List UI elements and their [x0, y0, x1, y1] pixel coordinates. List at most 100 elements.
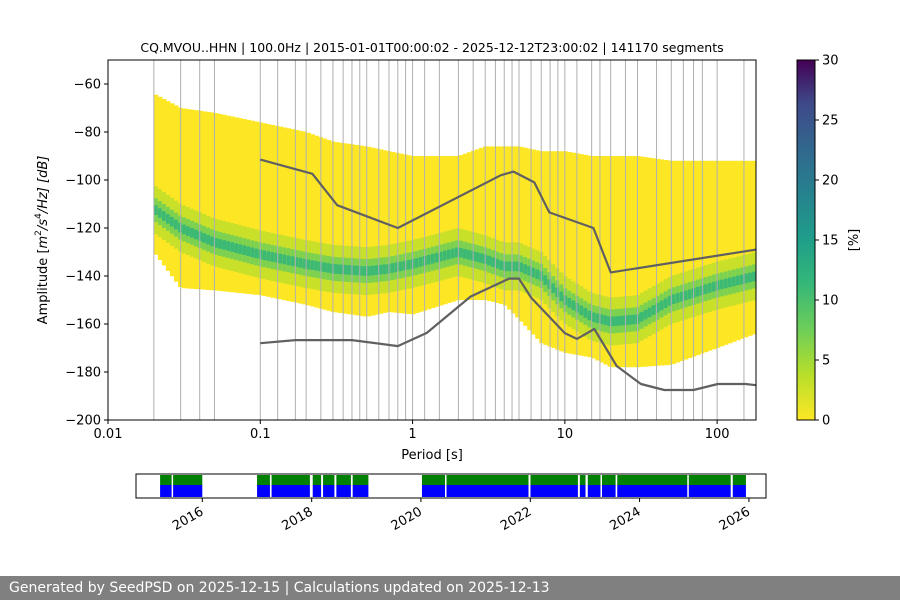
- density-band-mode: [527, 265, 532, 276]
- density-band-mode: [342, 264, 348, 275]
- density-column: [659, 159, 665, 366]
- density-column: [218, 113, 223, 291]
- colorbar-tick-label: 10: [822, 294, 839, 309]
- density-band-mode: [607, 316, 613, 327]
- density-column: [519, 146, 524, 322]
- timeline-tick-label: 2016: [170, 504, 206, 534]
- density-band-mode: [334, 264, 340, 274]
- density-column: [474, 149, 480, 300]
- density-column: [627, 156, 633, 368]
- density-column: [206, 111, 211, 290]
- noise-model-lines: [260, 158, 756, 392]
- x-tick-label: 0.1: [250, 427, 271, 442]
- density-column: [515, 146, 520, 318]
- density-column: [639, 156, 645, 367]
- density-band-mode: [262, 250, 267, 261]
- density-column: [551, 151, 556, 349]
- density-band-mode: [511, 261, 516, 272]
- density-band-mode: [326, 263, 332, 273]
- availability-bar: [312, 475, 322, 485]
- density-band-mode: [185, 226, 191, 236]
- density-band-mode: [719, 279, 725, 290]
- density-band-mode: [599, 314, 605, 325]
- density-band-mode: [218, 239, 223, 249]
- density-band-mode: [615, 316, 621, 326]
- availability-bar: [688, 475, 731, 485]
- density-column: [715, 160, 721, 348]
- footer-text: Generated by SeedPSD on 2025-12-15 | Cal…: [9, 580, 550, 596]
- density-column: [382, 150, 388, 313]
- density-column: [454, 156, 460, 301]
- density-column: [334, 142, 340, 313]
- density-column: [326, 139, 332, 311]
- series-line-nlnm: [260, 277, 756, 392]
- usage-bar: [446, 485, 529, 497]
- density-band-mode: [735, 275, 741, 286]
- density-band-mode: [410, 259, 416, 269]
- density-column: [723, 160, 729, 345]
- density-column: [418, 156, 424, 312]
- x-tick-label: 10: [557, 427, 574, 442]
- density-column: [587, 155, 593, 358]
- usage-bar: [173, 485, 203, 497]
- density-band-mode: [659, 300, 665, 311]
- density-column: [354, 144, 360, 316]
- availability-bar: [160, 475, 172, 485]
- density-band-mode: [226, 241, 231, 251]
- density-band-mode: [611, 316, 617, 327]
- density-band-mode: [173, 219, 179, 230]
- density-band-mode: [731, 276, 737, 287]
- density-band-mode: [723, 278, 729, 289]
- density-band-mode: [563, 295, 568, 306]
- density-column: [743, 160, 749, 338]
- density-band-mode: [169, 216, 175, 227]
- density-band-mode: [234, 243, 239, 253]
- density-column: [262, 123, 267, 297]
- density-column: [270, 124, 275, 298]
- density-band-mode: [230, 242, 235, 252]
- colorbar-tick-label: 0: [822, 414, 830, 429]
- density-band-mode: [675, 293, 681, 303]
- density-band-mode: [254, 248, 259, 259]
- density-band-mode: [206, 234, 211, 245]
- density-column: [197, 110, 203, 290]
- series-line-nhnm: [260, 158, 756, 274]
- density-band-mode: [153, 205, 159, 216]
- density-band-mode: [575, 303, 580, 313]
- timeline-ticks: 2016 2018 2020 2022 2024 2026: [170, 498, 753, 534]
- density-column: [567, 152, 572, 354]
- timeline-tick-label: 2024: [607, 504, 643, 534]
- density-band-mode: [314, 261, 320, 271]
- density-band-mode: [495, 258, 500, 269]
- availability-bar: [587, 475, 601, 485]
- density-column: [378, 149, 384, 314]
- density-column: [663, 160, 669, 366]
- density-column: [575, 153, 580, 356]
- density-band-mode: [446, 249, 452, 260]
- availability-bar: [446, 475, 529, 485]
- density-column: [711, 160, 717, 350]
- density-column: [739, 160, 745, 339]
- density-band-mode: [679, 291, 685, 302]
- density-band-mode: [691, 288, 697, 298]
- density-band-mode: [579, 305, 584, 316]
- density-band-mode: [165, 214, 171, 224]
- density-band-mode: [627, 315, 633, 325]
- availability-bar: [173, 475, 203, 485]
- density-column: [314, 135, 320, 308]
- density-band-mode: [663, 298, 669, 308]
- density-column: [503, 146, 508, 306]
- density-column: [234, 117, 239, 293]
- density-column: [438, 156, 444, 306]
- colorbar-ticks: 0 5 10 15 20 25 30: [815, 54, 839, 429]
- availability-bar: [601, 475, 616, 485]
- density-column: [394, 152, 400, 313]
- usage-bar: [271, 485, 310, 497]
- density-column: [655, 158, 661, 366]
- density-column: [430, 156, 436, 309]
- density-band-mode: [535, 269, 540, 280]
- density-column: [719, 160, 725, 347]
- density-band-mode: [394, 262, 400, 273]
- density-column: [274, 125, 279, 299]
